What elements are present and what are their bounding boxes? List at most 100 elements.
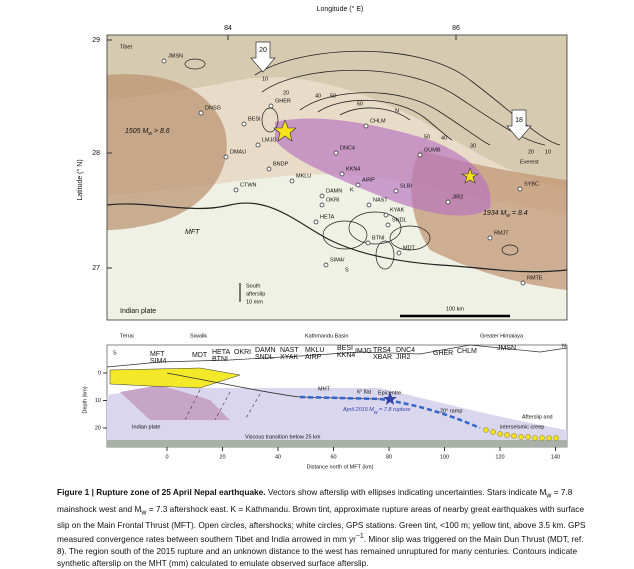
place-label: DNC4	[340, 145, 355, 151]
y-tick-label: 27	[92, 265, 100, 272]
x-tick-label: 80	[386, 454, 392, 460]
station-label: IMJG	[355, 348, 372, 355]
creep	[553, 435, 559, 441]
map-background	[107, 35, 567, 320]
x-tick-label: 0	[165, 454, 168, 460]
convergence-label: 18	[515, 117, 523, 124]
zone-label: Greater Himalaya	[480, 333, 524, 339]
place-label: NAST	[373, 197, 388, 203]
gps-station	[161, 58, 167, 64]
section-label: 6° flat	[357, 389, 372, 395]
place-label: AIRP	[362, 177, 375, 183]
station-label: DAMN	[255, 347, 276, 354]
place-label: DAMN	[326, 188, 342, 194]
rupture-label-part: w	[374, 410, 378, 416]
gps-station	[333, 150, 339, 156]
yellow-tint	[109, 367, 241, 389]
gps-station	[268, 103, 274, 109]
topography	[106, 344, 568, 368]
caption-sub: w	[141, 509, 147, 517]
contour	[339, 107, 411, 121]
place-label: MDT	[403, 245, 416, 251]
section-label: interseismic creep	[500, 424, 544, 430]
subsurface-body	[120, 385, 230, 420]
afterslip-key-label: afterslip	[246, 291, 265, 297]
y-tick-label: 10	[95, 398, 101, 404]
place-label: SNDL	[392, 217, 407, 223]
gps-station	[363, 123, 369, 129]
y-tick-label: 28	[92, 150, 100, 157]
fault-label: MFT	[185, 229, 200, 236]
station-label: HETA	[212, 349, 230, 356]
station-label: SNDL	[255, 354, 274, 361]
station-label: SIM4	[150, 358, 166, 365]
caption-sup: −1	[355, 533, 364, 541]
creep	[504, 432, 510, 438]
x-tick-label: 40	[275, 454, 281, 460]
place-label: GHER	[275, 98, 291, 104]
contour	[299, 92, 491, 146]
quake-1934-label-part: = 8.4	[510, 210, 528, 217]
contour	[254, 50, 561, 146]
contour-label: 50	[424, 134, 430, 140]
gps-station	[383, 212, 389, 218]
contour-label: 60	[357, 101, 363, 107]
place-label: BNDP	[273, 161, 289, 167]
viscous-layer	[107, 440, 567, 447]
gps-station	[319, 193, 325, 199]
place-label: MKLU	[296, 173, 311, 179]
ellipse	[348, 211, 402, 245]
contour-label: 40	[441, 135, 447, 141]
rupture-2015	[275, 118, 491, 216]
caption-text: Vectors show afterslip with ellipses ind…	[267, 487, 547, 497]
afterslip-key-label: South	[246, 283, 260, 289]
rupture-label: April 2015 Mw = 7.8 rupture	[342, 407, 410, 416]
station-label: MKLU	[305, 347, 324, 354]
mht-flat	[166, 372, 381, 400]
ellipse	[389, 225, 431, 251]
caption-text: = 7.3 aftershock east. K = Kathmandu. Br…	[57, 503, 586, 545]
quake-1934-label: 1934 Mw = 8.4	[483, 210, 528, 219]
creep	[511, 433, 517, 439]
fault-splays	[184, 389, 261, 421]
rupture-label-part: April 2015 M	[342, 407, 374, 413]
x-tick-label: 20	[219, 454, 225, 460]
contour-label: 20	[528, 149, 534, 155]
scale-label: 100 km	[446, 306, 464, 312]
gps-station	[365, 240, 371, 246]
place-label: OKRI	[326, 197, 340, 203]
x-axis-title: Longitude (° E)	[317, 5, 364, 13]
contour-label: 10	[262, 76, 268, 82]
figure-caption: Figure 1 | Rupture zone of 25 April Nepa…	[57, 486, 587, 569]
gps-station	[255, 142, 261, 148]
quake-1934-label-part: 1934 M	[483, 210, 507, 217]
creep	[483, 427, 489, 433]
gps-station	[445, 199, 451, 205]
mft-trace	[107, 202, 567, 273]
gps-station	[339, 171, 345, 177]
x-tick-label: 120	[495, 454, 504, 460]
gps-station	[393, 188, 399, 194]
tibet-plateau	[107, 35, 567, 190]
place-label: BESI	[248, 116, 261, 122]
splay	[214, 391, 231, 421]
rupture-label-part: = 7.8 rupture	[378, 407, 411, 413]
ellipse	[501, 244, 519, 256]
zone-label: Siwalik	[190, 333, 207, 339]
caption-sub: w	[546, 492, 552, 500]
y-tick-label: 20	[95, 425, 101, 431]
place-label: HETA	[320, 214, 335, 220]
station-label: TRS4	[373, 347, 391, 354]
y-tick-label: 0	[98, 370, 101, 376]
creep	[497, 431, 503, 437]
convergence-arrow	[506, 109, 532, 141]
gps-station	[487, 235, 493, 241]
section-label: Viscous transition below 25 km	[245, 434, 321, 440]
quake-1505-label-part: 1505 M	[125, 128, 149, 135]
ellipse	[184, 58, 206, 70]
station-label: AIRP	[305, 354, 322, 361]
contour	[317, 99, 453, 141]
creep	[525, 434, 531, 440]
place-label: BTNI	[372, 235, 385, 241]
